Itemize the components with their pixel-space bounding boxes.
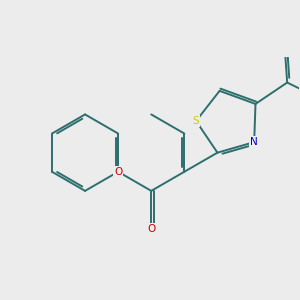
Text: N: N xyxy=(250,137,258,147)
Text: S: S xyxy=(193,116,200,126)
Text: O: O xyxy=(114,167,122,177)
Text: O: O xyxy=(147,224,155,234)
